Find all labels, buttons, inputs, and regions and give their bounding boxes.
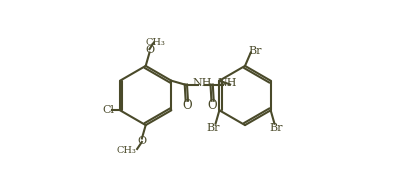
Text: O: O [137, 136, 146, 146]
Text: Cl: Cl [102, 105, 114, 115]
Text: O: O [207, 99, 217, 112]
Text: CH₃: CH₃ [116, 146, 136, 155]
Text: CH₃: CH₃ [145, 37, 165, 47]
Text: O: O [145, 45, 154, 55]
Text: O: O [181, 99, 191, 112]
Text: NH: NH [216, 78, 236, 88]
Text: NH: NH [192, 78, 211, 88]
Text: Br: Br [207, 123, 220, 134]
Text: Br: Br [247, 46, 261, 56]
Text: Br: Br [269, 123, 282, 134]
